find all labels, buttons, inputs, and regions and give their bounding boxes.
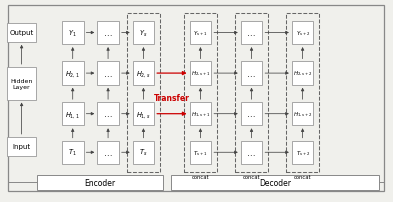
Bar [190,62,211,85]
Bar [97,102,119,126]
Text: ...: ... [247,148,256,157]
Text: ...: ... [247,110,256,119]
Bar [184,14,217,172]
Bar [62,22,84,45]
Bar [292,22,314,45]
Bar [190,22,211,45]
Bar [37,175,163,190]
Text: Output: Output [9,30,34,36]
Bar [241,62,263,85]
Bar [133,62,154,85]
Bar [97,141,119,164]
Bar [292,141,314,164]
Text: $T_{s+1}$: $T_{s+1}$ [193,148,208,157]
Text: $T_s$: $T_s$ [139,147,148,158]
Bar [62,141,84,164]
Text: concat: concat [192,174,209,179]
Bar [241,102,263,126]
Bar [7,137,36,156]
Text: $T_{s+2}$: $T_{s+2}$ [296,148,310,157]
Bar [286,14,319,172]
Bar [127,14,160,172]
Text: $H_{2,s+2}$: $H_{2,s+2}$ [293,70,312,78]
Bar [171,175,379,190]
Bar [133,102,154,126]
Text: $H_{2,1}$: $H_{2,1}$ [65,69,80,79]
Bar [190,102,211,126]
Text: Input: Input [13,143,31,149]
Text: Hidden
Layer: Hidden Layer [11,78,33,89]
Bar [7,67,36,100]
Text: concat: concat [294,174,311,179]
Bar [97,22,119,45]
Text: concat: concat [243,174,260,179]
Text: Encoder: Encoder [84,178,116,187]
Text: $H_{1,s}$: $H_{1,s}$ [136,109,151,119]
Text: ...: ... [247,69,256,78]
Text: Decoder: Decoder [259,178,291,187]
Bar [133,22,154,45]
Text: $H_{2,s}$: $H_{2,s}$ [136,69,151,79]
Bar [292,102,314,126]
Text: $H_{1,s+1}$: $H_{1,s+1}$ [191,110,210,118]
Text: ...: ... [247,29,256,38]
Text: ...: ... [104,110,112,119]
Text: $H_{2,s+1}$: $H_{2,s+1}$ [191,70,210,78]
Bar [97,62,119,85]
Bar [190,141,211,164]
Bar [292,62,314,85]
Text: ...: ... [104,29,112,38]
Bar [241,22,263,45]
Text: $Y_{s+1}$: $Y_{s+1}$ [193,29,208,38]
Text: ...: ... [104,148,112,157]
Bar [241,141,263,164]
Bar [62,62,84,85]
Text: $Y_s$: $Y_s$ [139,28,148,38]
Bar [235,14,268,172]
Text: ...: ... [104,69,112,78]
Text: $H_{1,s+2}$: $H_{1,s+2}$ [293,110,312,118]
Text: Transfer: Transfer [154,94,190,102]
Text: $Y_1$: $Y_1$ [68,28,77,38]
Text: $T_1$: $T_1$ [68,147,77,158]
Bar [133,141,154,164]
Bar [7,24,36,43]
Text: $H_{1,1}$: $H_{1,1}$ [65,109,80,119]
Bar [62,102,84,126]
Text: $Y_{s+2}$: $Y_{s+2}$ [296,29,310,38]
